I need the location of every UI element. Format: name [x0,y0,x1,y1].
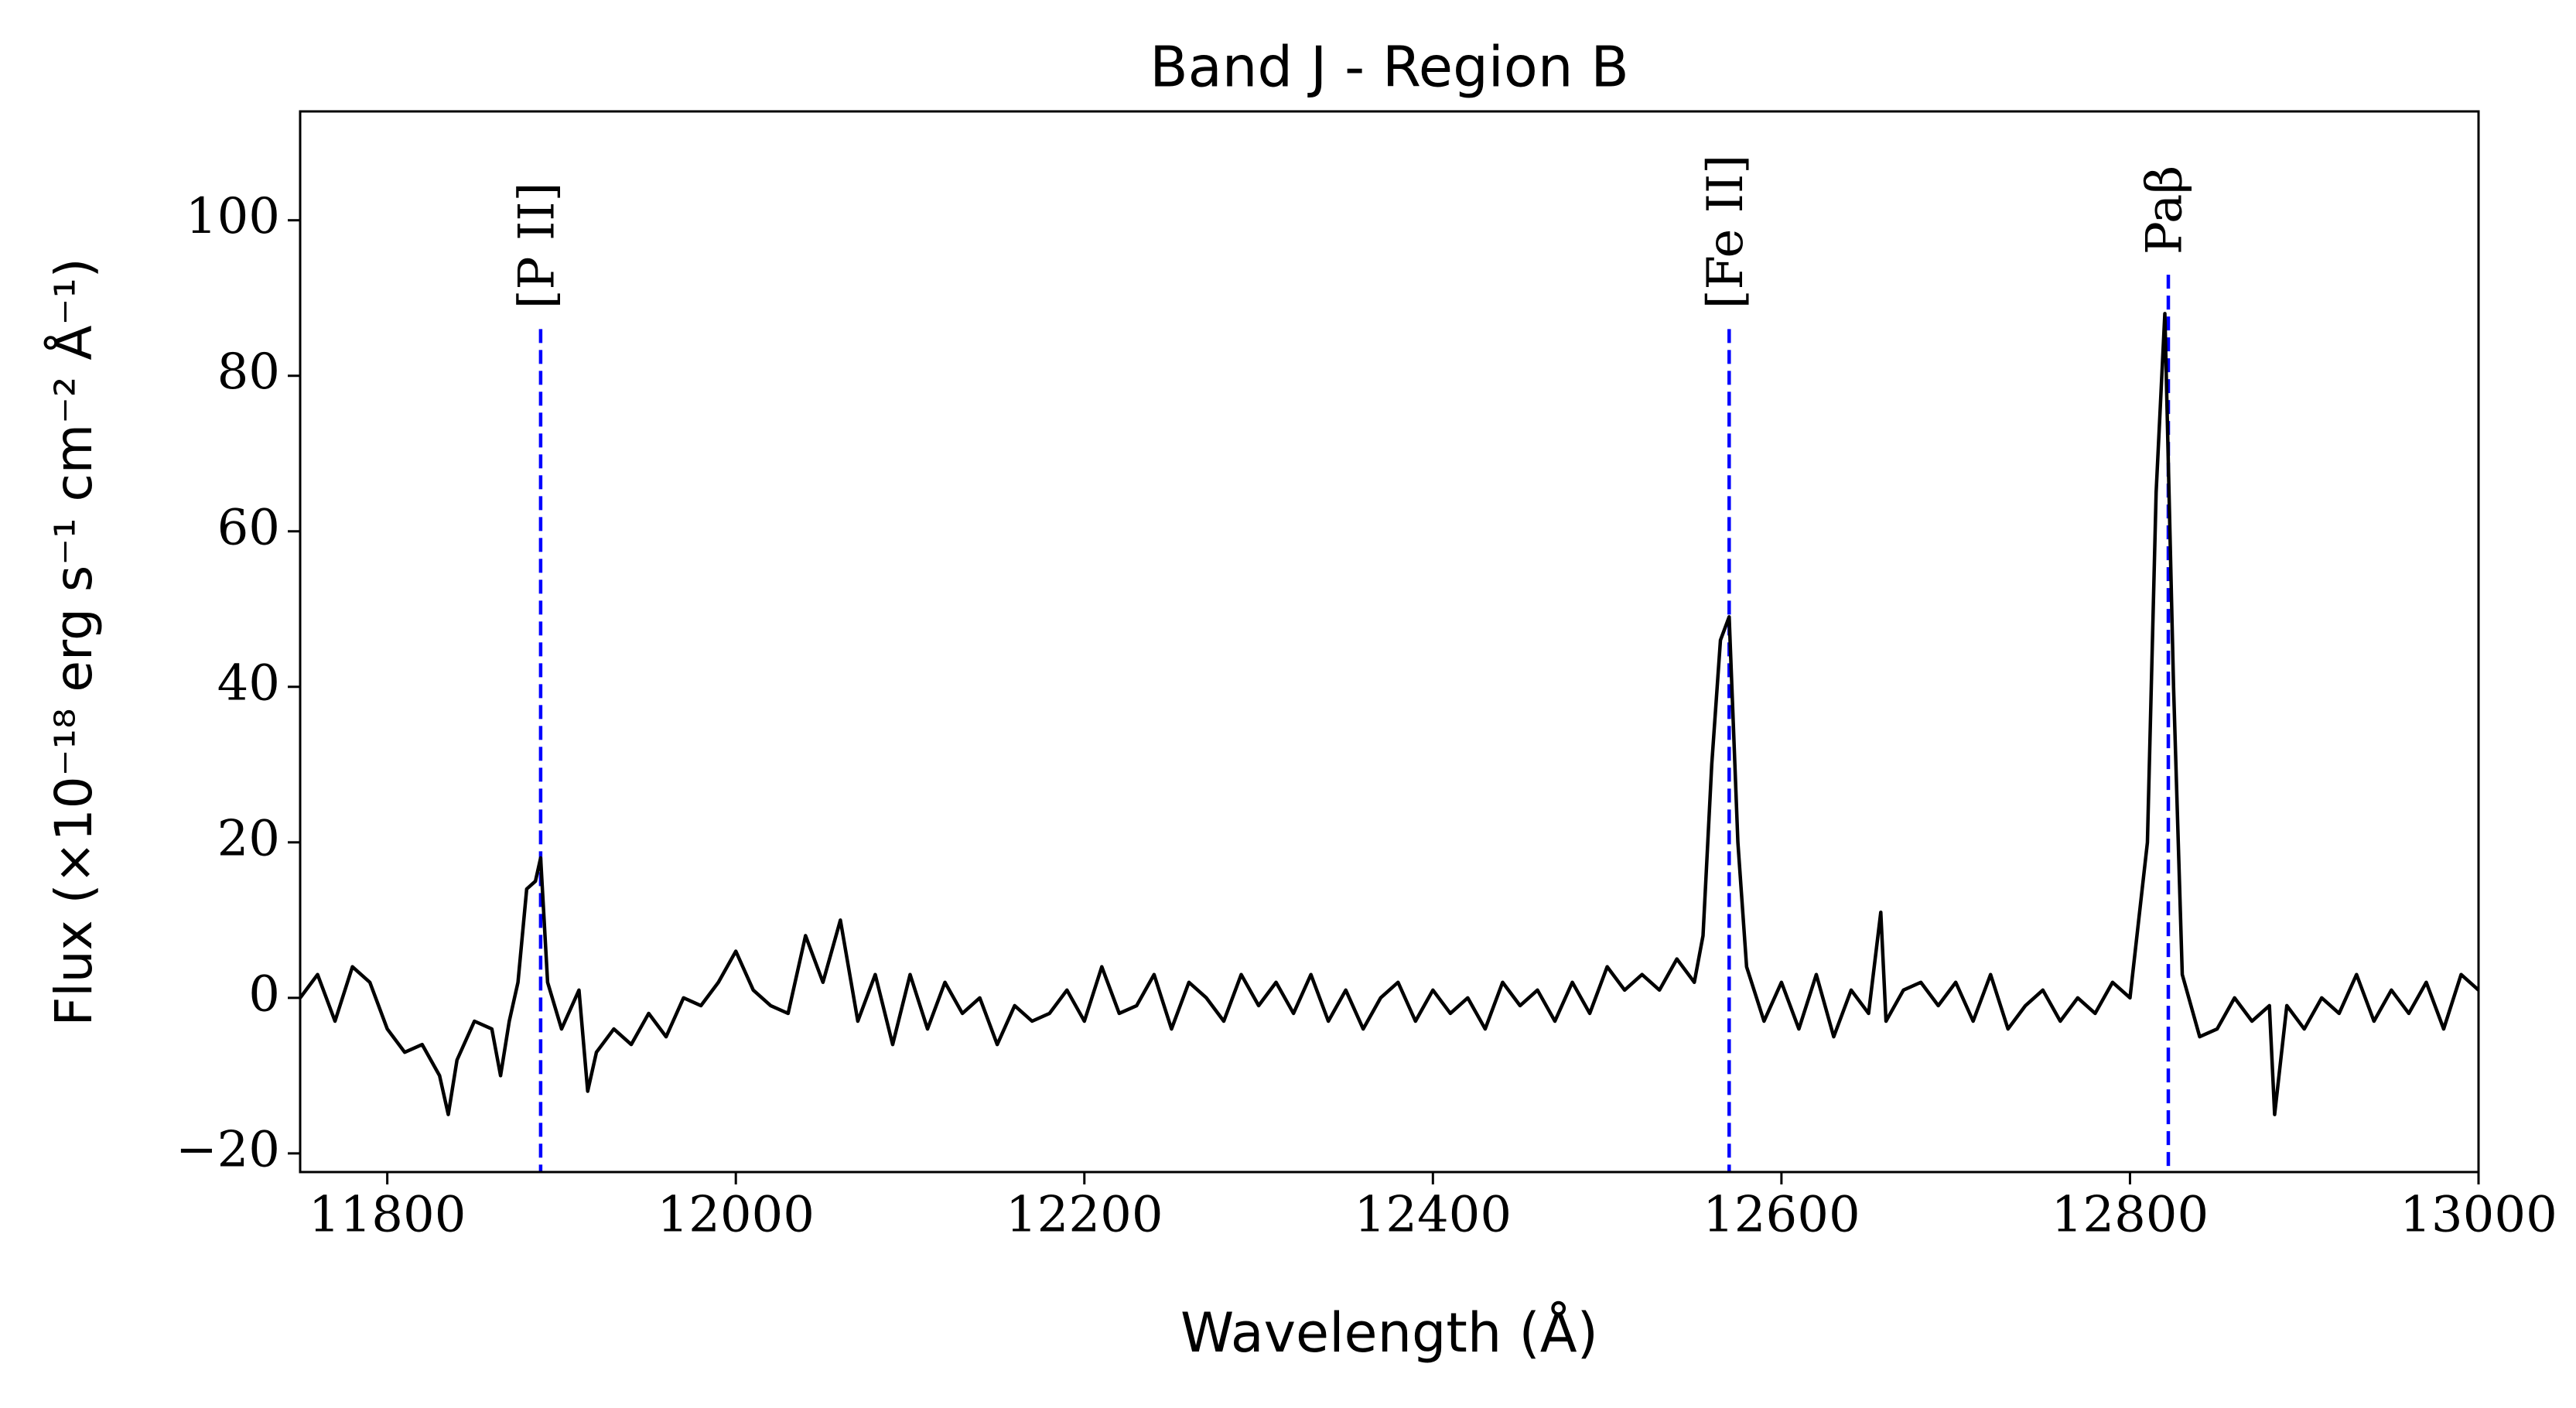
x-axis-label: Wavelength (Å) [1180,1301,1598,1365]
chart-title: Band J - Region B [1150,35,1629,100]
x-tick-label: 11800 [309,1187,466,1244]
x-tick-label: 12600 [1703,1187,1860,1244]
y-tick-label: 20 [217,810,280,867]
y-tick-label: 0 [248,965,280,1023]
y-axis-label: Flux (×10⁻¹⁸ erg s⁻¹ cm⁻² Å⁻¹) [44,258,104,1026]
x-tick-label: 12400 [1355,1187,1512,1244]
y-tick-label: 40 [217,654,280,712]
y-tick-label: 100 [186,188,280,245]
line-label: Paβ [2137,166,2194,255]
spectrum-line [300,312,2479,1116]
x-tick-label: 12800 [2052,1187,2209,1244]
plot-frame [299,110,2480,1174]
x-tick-label: 12000 [657,1187,815,1244]
y-tick-label: 80 [217,343,280,401]
y-tick-label: −20 [176,1121,280,1178]
x-tick-label: 12200 [1006,1187,1163,1244]
y-tick-label: 60 [217,499,280,556]
line-label: [Fe II] [1697,155,1754,309]
line-label: [P II] [508,183,565,309]
x-tick-label: 13000 [2400,1187,2557,1244]
